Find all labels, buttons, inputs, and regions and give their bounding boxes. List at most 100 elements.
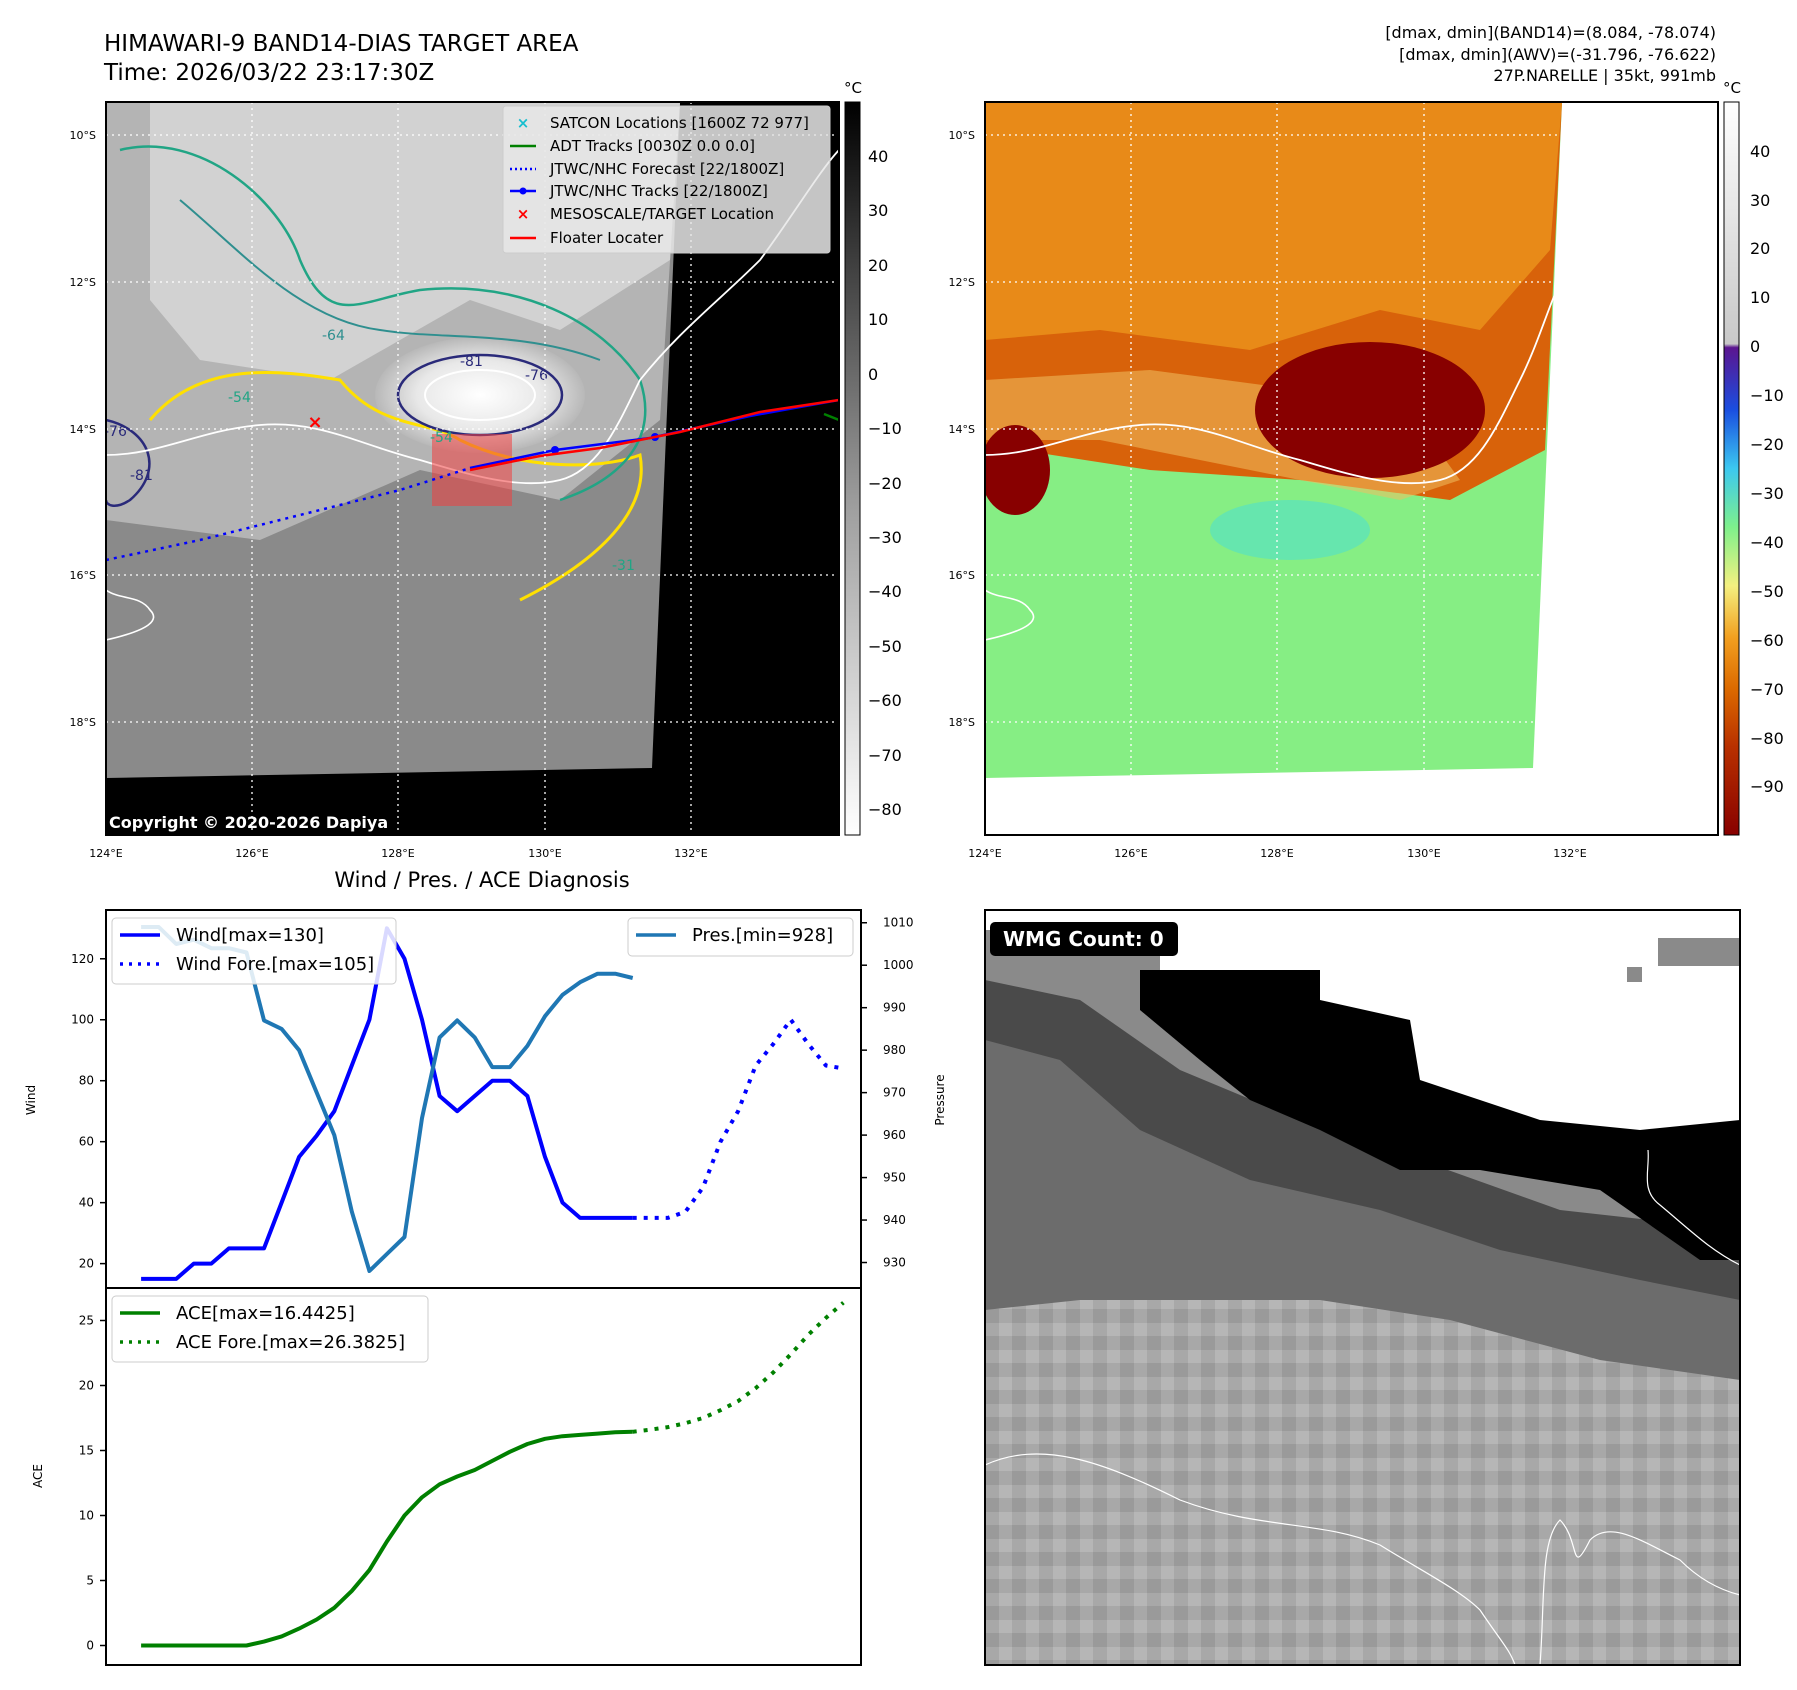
ir-colorbar-ticks: 40 30 20 10 0 −10 −20 −30 −40 −50 −60 −7… [868,147,902,819]
awv-west-core [985,425,1050,515]
legend-label: ACE[max=16.4425] [176,1303,355,1324]
y-tick-label: 80 [79,1074,94,1088]
y2-tick-label: 1010 [883,916,914,930]
legend-label: Wind[max=130] [176,925,324,946]
awv-colorbar-tick: −60 [1750,631,1784,650]
coastline-south [106,589,155,641]
lat-label: 18°S [70,716,96,729]
awv-colorbar-tick: −70 [1750,680,1784,699]
contour-label: -31 [612,558,635,574]
lon-label: 124°E [968,847,1001,860]
lat-label: 16°S [949,569,975,582]
y2-tick-label: 940 [883,1213,906,1227]
legend-label: JTWC/NHC Forecast [22/1800Z] [549,160,784,178]
legend-label: ADT Tracks [0030Z 0.0 0.0] [550,137,755,155]
legend-symbol-target: × [517,205,530,223]
ir-colorbar-tick: 10 [868,310,888,329]
lon-label: 126°E [1114,847,1147,860]
y-tick-label: 60 [79,1135,94,1149]
contour-label: -81 [130,468,153,484]
storm-info: 27P.NARELLE | 35kt, 991mb [1493,66,1716,85]
contour-teal-inner [179,199,601,361]
lat-label: 14°S [70,423,96,436]
ir-cdo-core [375,337,585,453]
wmg-panel: WMG Count: 0 [984,909,1741,1666]
wmg-coastline [985,1453,1516,1665]
awv-colorbar-tick: 40 [1750,142,1770,161]
y2-tick-label: 980 [883,1043,906,1057]
wind-pressure-chart: 20 40 60 80 100 120 930 940 950 960 970 980 990 1000 1… [24,909,947,1289]
legend-box [111,917,397,985]
wmg-frame [984,909,1741,1666]
lat-label: 16°S [70,569,96,582]
awv-colorbar-tick: −10 [1750,386,1784,405]
legend-label: Pres.[min=928] [692,925,833,946]
wmg-pixel-block [1627,967,1642,982]
awv-range-info: [dmax, dmin](AWV)=(-31.796, -76.622) [1399,45,1716,64]
legend-box [627,917,854,957]
y2-tick-label: 930 [883,1256,906,1270]
awv-colorbar-tick: 20 [1750,239,1770,258]
wmg-pixel-block [1658,938,1740,966]
lat-label: 10°S [70,129,96,142]
awv-colorbar-tick: −50 [1750,582,1784,601]
y2-tick-label: 960 [883,1128,906,1142]
contour-label: -54 [228,390,251,406]
y-tick-label: 100 [71,1013,94,1027]
lon-label: 132°E [1553,847,1586,860]
contour-navy-west [106,418,151,507]
ir-colorbar-tick: −70 [868,746,902,765]
awv-colorbar-ticks: 40 30 20 10 0 −10 −20 −30 −40 −50 −60 −7… [1750,142,1784,796]
wmg-black-top [1140,970,1740,1260]
wind-legend: Wind[max=130] Wind Fore.[max=105] [111,917,397,985]
ace-fore-series-line [632,1301,845,1434]
awv-map-frame [984,101,1719,836]
wmg-coastline-northeast [1646,1149,1740,1266]
y2-tick-label: 990 [883,1001,906,1015]
ir-colorbar-tick: 30 [868,201,888,220]
contour-label: -76 [104,424,127,440]
wmg-count-badge: WMG Count: 0 [1003,927,1164,951]
y-tick-label: 120 [71,952,94,966]
awv-core [1255,342,1485,478]
lat-label: 14°S [949,423,975,436]
legend-label: JTWC/NHC Tracks [22/1800Z] [549,182,768,200]
coastline-south [985,589,1035,641]
lon-label: 130°E [528,847,561,860]
lat-label: 12°S [70,276,96,289]
legend-label: ACE Fore.[max=26.3825] [176,1332,405,1353]
wmg-badge-box [990,922,1178,956]
ir-colorbar-unit: °C [844,79,862,97]
awv-outer-moist [985,102,1562,350]
legend-symbol-tracks-dot [519,187,527,195]
y-tick-label: 20 [79,1257,94,1271]
awv-colorbar-tick: 30 [1750,191,1770,210]
ir-map-frame [105,101,840,836]
ir-colorbar-tick: 0 [868,365,878,384]
lon-label: 128°E [381,847,414,860]
wmg-bright-south [985,1300,1740,1665]
band14-range-info: [dmax, dmin](BAND14)=(8.084, -78.074) [1385,23,1716,42]
legend-label: MESOSCALE/TARGET Location [550,205,774,223]
ir-map-panel: × -81 -76 -64 -54 -76 -81 -54 -31 [70,79,902,860]
contour-label: -64 [322,328,345,344]
coastline [106,149,839,485]
awv-colorbar-tick: 0 [1750,337,1760,356]
legend-label: Wind Fore.[max=105] [176,954,374,975]
y-tick-label: 25 [79,1314,94,1328]
y-tick-label: 0 [86,1639,94,1653]
adt-track [823,412,839,422]
ir-colorbar-tick: −10 [868,419,902,438]
ace-axis-label: ACE [31,1464,45,1488]
wind-fore-series-line [632,1017,844,1220]
contour-white-core [424,369,536,421]
ir-colorbar-tick: −50 [868,637,902,656]
awv-colorbar-tick: 10 [1750,288,1770,307]
ir-colorbar-tick: −20 [868,474,902,493]
ir-colorbar-tick: 20 [868,256,888,275]
copyright-text: Copyright © 2020-2026 Dapiya [109,813,388,832]
lat-label: 18°S [949,716,975,729]
ace-legend: ACE[max=16.4425] ACE Fore.[max=26.3825] [111,1295,429,1363]
legend-box [502,105,831,254]
lon-label: 126°E [235,847,268,860]
